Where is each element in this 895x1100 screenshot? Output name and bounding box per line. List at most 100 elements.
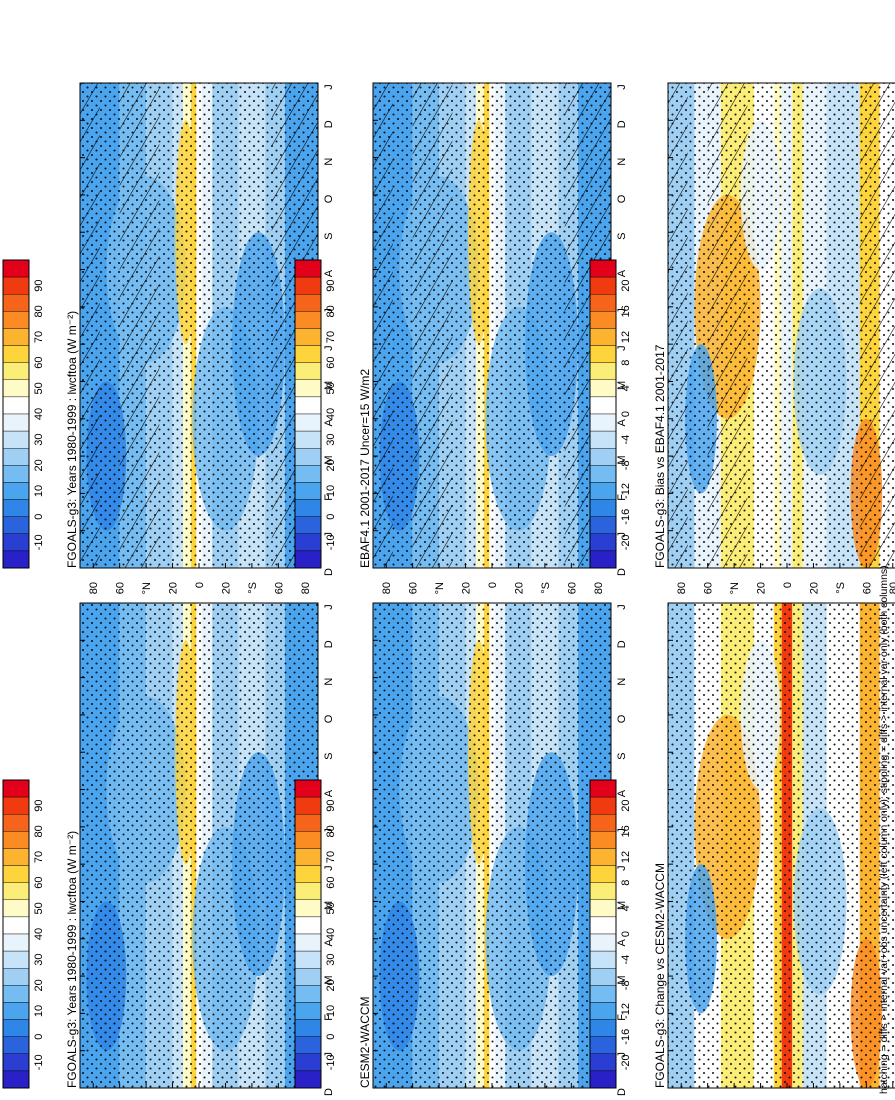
hatching bbox=[707, 83, 748, 568]
colorbar-swatch bbox=[294, 516, 322, 534]
colorbar-swatch bbox=[294, 448, 322, 466]
colorbar-swatch bbox=[294, 328, 322, 346]
colorbar-swatch bbox=[2, 848, 30, 866]
colorbar-swatch bbox=[294, 533, 322, 552]
month-tick-label: A bbox=[323, 269, 335, 277]
hatching bbox=[119, 83, 160, 568]
colorbar-tick-label: 10 bbox=[33, 1005, 45, 1017]
colorbar-swatch bbox=[589, 848, 617, 866]
colorbar-swatch bbox=[589, 362, 617, 380]
lat-tick-label: °S bbox=[835, 582, 847, 594]
month-tick-label: S bbox=[616, 753, 628, 760]
month-tick-label: A bbox=[616, 789, 628, 797]
colorbar-swatch bbox=[589, 1053, 617, 1072]
lat-tick-label: 60 bbox=[408, 582, 420, 594]
colorbar-swatch bbox=[589, 985, 617, 1003]
colorbar-tick-label: 70 bbox=[325, 331, 337, 343]
colorbar-tick-label: 0 bbox=[620, 931, 632, 937]
colorbar-tick-label: -10 bbox=[33, 1054, 45, 1070]
colorbar-swatch bbox=[2, 814, 30, 832]
month-tick-label: J bbox=[323, 865, 335, 871]
month-tick-label: J bbox=[616, 865, 628, 871]
colorbar-swatch bbox=[2, 1019, 30, 1037]
colorbar-swatch bbox=[589, 796, 617, 815]
month-tick-label: F bbox=[616, 494, 628, 501]
colorbar-tick-label: -20 bbox=[620, 534, 632, 550]
colorbar-swatch bbox=[294, 396, 322, 415]
colorbar-swatch bbox=[589, 311, 617, 329]
colorbar-tick-label: 60 bbox=[325, 877, 337, 889]
lat-tick-label: 0 bbox=[782, 582, 794, 588]
colorbar-tick-label: 30 bbox=[325, 434, 337, 446]
colorbar-tick-label: 10 bbox=[325, 485, 337, 497]
month-tick-label: J bbox=[323, 345, 335, 351]
month-tick-label: J bbox=[323, 604, 335, 610]
hatching bbox=[412, 83, 453, 568]
colorbar-swatch bbox=[294, 1070, 322, 1089]
colorbar-swatch bbox=[294, 950, 322, 969]
colorbar-tick-label: 20 bbox=[620, 280, 632, 292]
lat-tick-label: 20 bbox=[513, 582, 525, 594]
colorbar-swatch bbox=[589, 933, 617, 952]
colorbar-swatch bbox=[589, 430, 617, 449]
month-tick-label: J bbox=[616, 604, 628, 610]
panels-layer: 80 60 °N 20 0 20 °S 60 80DJFMAMJJASONDJFGOALS-g3… bbox=[65, 82, 895, 1096]
colorbar-tick-label: -12 bbox=[620, 1003, 632, 1019]
colorbar-swatch bbox=[294, 865, 322, 883]
colorbar-tick-label: 80 bbox=[33, 825, 45, 837]
colorbar-swatch bbox=[589, 899, 617, 918]
footnote: hatching = diffs > internal var+obs unce… bbox=[878, 565, 890, 1094]
colorbar-tick-label: -10 bbox=[325, 1054, 337, 1070]
lat-tick-label: 60 bbox=[861, 582, 873, 594]
colorbar-swatch bbox=[294, 550, 322, 569]
colorbar-tick-label: 50 bbox=[33, 382, 45, 394]
colorbar-swatch bbox=[589, 1036, 617, 1054]
colorbar-swatch bbox=[2, 796, 30, 815]
stippling bbox=[80, 603, 318, 1088]
colorbar-tick-label: -12 bbox=[620, 483, 632, 499]
colorbar-frame bbox=[589, 259, 617, 569]
colorbar-swatch bbox=[2, 465, 30, 483]
colorbar-swatch bbox=[589, 328, 617, 346]
colorbar-swatch bbox=[2, 968, 30, 986]
month-tick-label: O bbox=[323, 194, 335, 203]
colorbar-tick-label: 40 bbox=[325, 408, 337, 420]
colorbar-swatch bbox=[2, 882, 30, 900]
hatching bbox=[373, 83, 393, 568]
colorbar-swatch bbox=[294, 465, 322, 483]
colorbar-swatch bbox=[294, 882, 322, 900]
stippling bbox=[668, 603, 895, 1088]
lat-tick-label: °N bbox=[729, 582, 741, 594]
colorbar-frame bbox=[294, 779, 322, 1089]
month-tick-label: M bbox=[616, 455, 628, 464]
lat-tick-label: 0 bbox=[194, 582, 206, 588]
lat-tick-label: °N bbox=[141, 582, 153, 594]
month-tick-label: J bbox=[323, 828, 335, 834]
colorbar-tick-label: -8 bbox=[620, 460, 632, 470]
colorbar-swatch bbox=[2, 1002, 30, 1020]
month-tick-label: A bbox=[323, 418, 335, 426]
month-tick-label: D bbox=[323, 568, 335, 576]
colorbar-tick-label: 60 bbox=[33, 877, 45, 889]
colorbar-tick-label: 10 bbox=[325, 1005, 337, 1017]
month-tick-label: J bbox=[616, 345, 628, 351]
month-tick-label: O bbox=[616, 714, 628, 723]
month-tick-label: D bbox=[616, 640, 628, 648]
colorbar-swatch bbox=[2, 413, 30, 432]
colorbar-swatch bbox=[294, 1002, 322, 1020]
colorbar-swatch bbox=[294, 933, 322, 952]
colorbar-swatch bbox=[589, 516, 617, 534]
colorbar-swatch bbox=[589, 379, 617, 398]
month-tick-label: O bbox=[323, 714, 335, 723]
colorbar-swatch bbox=[2, 550, 30, 569]
colorbar-swatch bbox=[294, 413, 322, 432]
hatching bbox=[80, 83, 100, 568]
colorbar-abs1: 90 80 70 60 50 40 30 20 10 0 -10 bbox=[2, 259, 45, 569]
month-tick-label: F bbox=[323, 494, 335, 501]
colorbar-tick-label: 80 bbox=[33, 305, 45, 317]
colorbar-swatch bbox=[589, 465, 617, 483]
stippling bbox=[373, 603, 611, 1088]
colorbar-tick-label: 20 bbox=[33, 979, 45, 991]
colorbar-swatch bbox=[294, 345, 322, 363]
month-tick-label: J bbox=[616, 84, 628, 90]
